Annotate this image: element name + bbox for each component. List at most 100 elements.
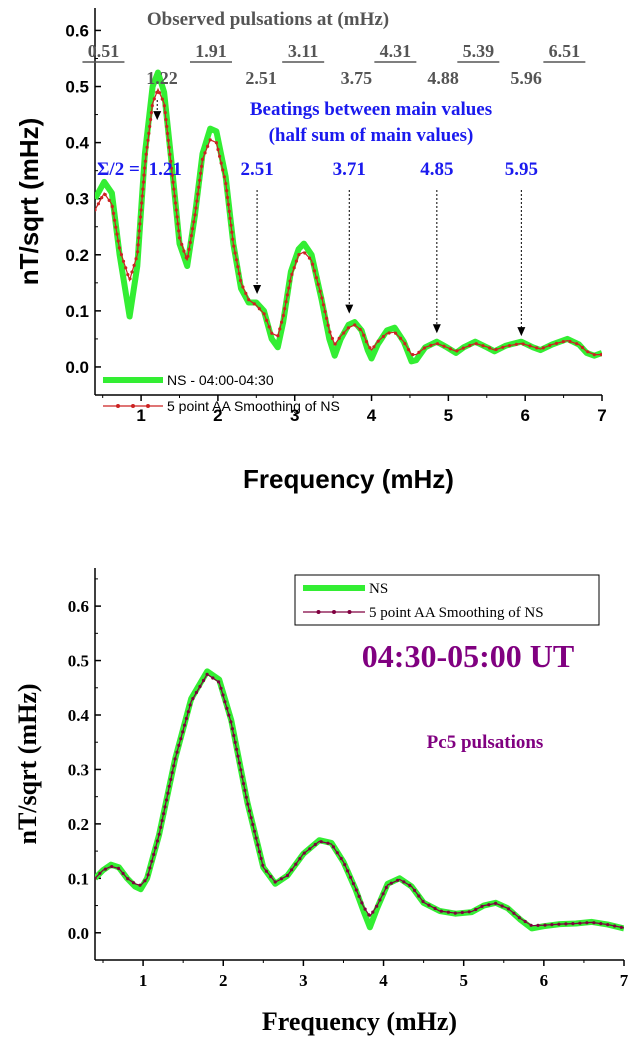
series-point-2 [433,906,437,911]
series-point-2 [247,298,251,302]
x-tick-label: 2 [219,971,228,990]
legend-swatch-dot [316,610,321,614]
series-point-2 [267,325,271,329]
series-point-2 [287,286,291,290]
series-point-2 [568,339,572,344]
x-tick-label: 3 [290,406,299,425]
series-point-2 [354,888,358,892]
series-point-2 [206,144,210,148]
series-point-2 [155,90,159,94]
observed-value-top: 0.51 [88,41,120,61]
series-point-2 [165,124,169,129]
series-point-2 [226,202,230,207]
series-point-2 [103,867,107,871]
series-point-2 [177,229,181,233]
series-point-2 [244,291,248,295]
x-tick-label: 1 [136,406,145,425]
y-tick-label: 0.6 [68,597,89,616]
series-point-2 [480,904,484,909]
series-point-2 [599,353,602,357]
y-axis-label: nT/sqrt (mHz) [13,683,42,844]
series-point-2 [512,911,516,915]
y-tick-label: 0.1 [68,869,89,888]
series-point-2 [342,331,346,335]
legend-box [294,574,600,626]
series-point-2 [228,216,232,220]
y-tick-label: 0.5 [65,78,89,97]
observed-value-top: 1.91 [195,41,227,61]
series-point-2 [330,336,334,341]
series-point-2 [303,251,307,255]
series-point-2 [191,697,195,701]
series-point-2 [362,333,366,337]
series-point-2 [613,924,617,928]
series-point-2 [237,761,241,765]
series-point-2 [166,791,170,795]
series-point-2 [147,131,151,135]
series-point-2 [402,880,406,884]
series-point-2 [249,816,253,820]
y-tick-label: 0.6 [65,21,89,40]
series-point-2 [164,798,169,802]
series-point-2 [290,272,294,276]
series-point-2 [481,344,485,348]
series-point-2 [233,251,237,255]
series-point-2 [132,263,136,267]
legend-label-2: 5 point AA Smoothing of NS [369,605,544,621]
series-point-2 [219,686,223,690]
series-point-2 [561,340,565,344]
series-point-2 [172,764,176,768]
series-point-2 [331,845,335,849]
series-point-2 [375,904,379,908]
series-point-2 [170,173,174,177]
series-point-2 [218,154,222,158]
series-point-2 [278,327,282,331]
series-point-2 [230,230,234,234]
series-point-2 [179,737,183,741]
series-point-2 [166,138,170,142]
series-point-2 [461,346,465,350]
series-point-2 [298,857,302,861]
series-point-2 [227,209,231,213]
series-point-2 [240,775,244,779]
legend-swatch-dot [116,404,120,408]
series-point-2 [150,104,154,108]
series-point-2 [554,341,559,345]
series-point-2 [163,111,167,115]
series-point-2 [360,901,364,905]
series-point-2 [251,822,255,827]
series-point-2 [408,883,412,888]
series-point-2 [500,904,504,908]
series-point-2 [528,344,532,348]
series-point-2 [184,716,188,721]
series-point-2 [246,802,250,806]
series-point-2 [281,313,285,318]
beating-arrow-head [345,304,354,314]
series-point-2 [422,346,426,350]
series-point-2 [164,118,168,122]
series-point-2 [241,285,245,289]
series-point-2 [237,272,241,276]
series-point-2 [494,347,498,352]
series-line-1 [95,668,624,932]
series-point-2 [297,253,301,257]
series-point-2 [232,733,236,738]
series-point-2 [186,710,190,714]
series-point-2 [468,343,472,348]
beating-arrow-head [432,324,441,334]
series-point-2 [585,921,589,925]
y-tick-label: 0.0 [68,924,89,943]
series-point-2 [474,342,478,346]
series-point-2 [200,164,204,168]
plot-area [95,69,602,365]
x-tick-label: 7 [597,406,606,425]
series-point-2 [138,222,142,226]
series-point-2 [276,334,280,338]
series-point-2 [292,266,296,270]
series-point-2 [193,213,197,217]
series-point-2 [233,740,237,745]
series-point-2 [159,825,163,830]
series-point-2 [364,340,369,344]
series-point-2 [442,344,446,348]
series-point-2 [241,782,246,786]
